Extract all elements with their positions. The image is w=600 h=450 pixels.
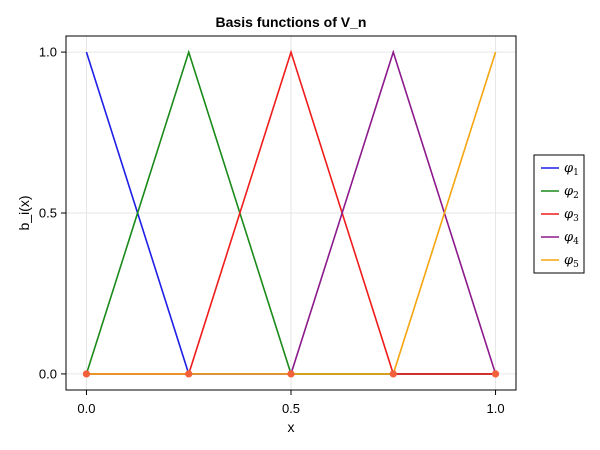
legend-subscript-1: 1 bbox=[573, 168, 579, 178]
legend-subscript-5: 5 bbox=[573, 260, 579, 270]
x-tick-label-2: 1.0 bbox=[487, 401, 505, 416]
y-tick-label-1: 0.5 bbox=[39, 206, 57, 221]
y-tick-label-2: 1.0 bbox=[39, 45, 57, 60]
axis-ticks: 0.0 0.5 1.0 0.0 0.5 1.0 bbox=[39, 45, 505, 416]
node-markers bbox=[82, 370, 500, 378]
node-marker-2 bbox=[287, 370, 295, 378]
node-marker-1 bbox=[185, 370, 193, 378]
legend-subscript-3: 3 bbox=[573, 214, 579, 224]
y-tick-label-0: 0.0 bbox=[39, 366, 57, 381]
legend-subscript-4: 4 bbox=[573, 237, 579, 247]
x-axis-label: x bbox=[288, 419, 295, 435]
node-marker-3 bbox=[389, 370, 397, 378]
plot-area: 0.0 0.5 1.0 0.0 0.5 1.0 bbox=[39, 35, 517, 416]
x-tick-label-1: 0.5 bbox=[282, 401, 300, 416]
node-marker-0 bbox=[82, 370, 91, 378]
node-marker-4 bbox=[491, 370, 500, 378]
x-tick-label-0: 0.0 bbox=[77, 401, 95, 416]
y-axis-label: b_i(x) bbox=[16, 195, 32, 230]
chart-title: Basis functions of V_n bbox=[216, 14, 367, 30]
grid-lines bbox=[66, 36, 516, 390]
legend-subscript-2: 2 bbox=[573, 191, 579, 201]
